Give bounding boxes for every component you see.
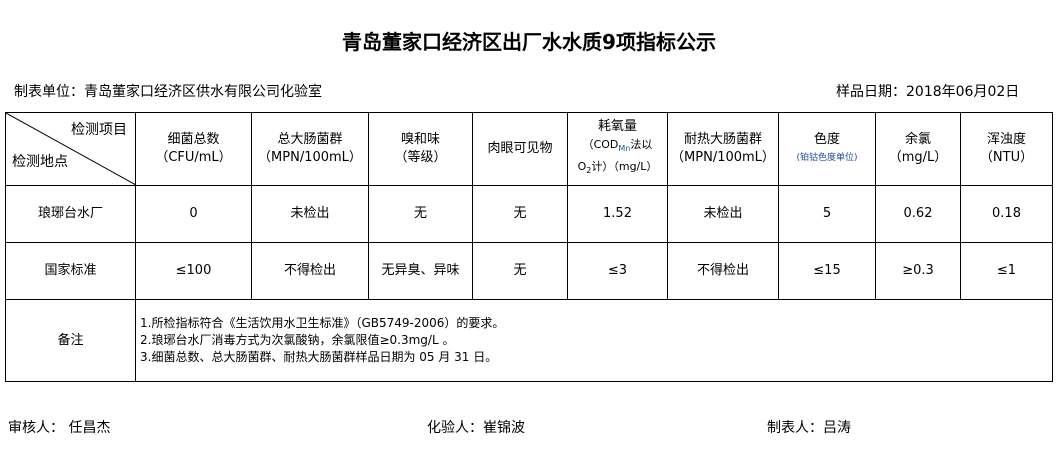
cell: ≤15 (778, 242, 876, 300)
cell: 无 (472, 242, 568, 300)
header-cell: 耗氧量 （CODMn法以 O2计）（mg/L） (567, 112, 668, 186)
cell: ≤1 (960, 242, 1053, 300)
cell: 1.52 (567, 185, 668, 243)
header-cell: 余氯 （mg/L） (875, 112, 961, 186)
corner-cell: 检测项目 检测地点 (5, 112, 136, 186)
note-line: 2.琅琊台水厂消毒方式为次氯酸钠，余氯限值≥0.3mg/L 。 (140, 333, 455, 347)
notes-row: 备注 1.所检指标符合《生活饮用水卫生标准》（GB5749-2006）的要求。 … (5, 299, 1053, 382)
page-title: 青岛董家口经济区出厂水水质9项指标公示 (342, 30, 716, 54)
note-line: 3.细菌总数、总大肠菌群、耐热大肠菌群样品日期为 05 月 31 日。 (140, 350, 498, 364)
notes-content: 1.所检指标符合《生活饮用水卫生标准》（GB5749-2006）的要求。 2.琅… (135, 299, 1053, 382)
table-row: 国家标准 ≤100 不得检出 无异臭、异味 无 ≤3 不得检出 ≤15 ≥0.3… (5, 242, 1053, 300)
cell: 无 (368, 185, 473, 243)
cell: ≤100 (135, 242, 252, 300)
header-cell: 总大肠菌群 （MPN/100mL） (251, 112, 369, 186)
cell: ≥0.3 (875, 242, 961, 300)
header-cell: 细菌总数 （CFU/mL） (135, 112, 252, 186)
corner-bottom: 检测地点 (12, 154, 68, 170)
cell: 无 (472, 185, 568, 243)
header-cell: 浑浊度 （NTU） (960, 112, 1053, 186)
corner-top: 检测项目 (71, 122, 127, 138)
issuing-unit: 制表单位：青岛董家口经济区供水有限公司化验室 (14, 84, 322, 100)
cell: 0.18 (960, 185, 1053, 243)
header-cell: 耐热大肠菌群 （MPN/100mL） (667, 112, 779, 186)
header-cell: 色度 (铂钴色度单位) (778, 112, 876, 186)
cell: 0 (135, 185, 252, 243)
header-row: 检测项目 检测地点 细菌总数 （CFU/mL） 总大肠菌群 （MPN/100mL） … (5, 112, 1053, 186)
sample-date: 样品日期：2018年06月02日 (836, 84, 1020, 100)
cell: 5 (778, 185, 876, 243)
cell: 不得检出 (251, 242, 369, 300)
tester: 化验人：崔锦波 (427, 420, 525, 436)
header-cell: 肉眼可见物 (472, 112, 568, 186)
cell: 不得检出 (667, 242, 779, 300)
table-row: 琅琊台水厂 0 未检出 无 无 1.52 未检出 5 0.62 0.18 (5, 185, 1053, 243)
row-label: 琅琊台水厂 (5, 185, 136, 243)
cell: ≤3 (567, 242, 668, 300)
note-line: 1.所检指标符合《生活饮用水卫生标准》（GB5749-2006）的要求。 (140, 316, 505, 330)
reviewer: 审核人： 任昌杰 (8, 420, 111, 436)
row-label: 国家标准 (5, 242, 136, 300)
cell: 未检出 (251, 185, 369, 243)
notes-label: 备注 (5, 299, 136, 382)
diagonal-line (6, 113, 136, 185)
header-cell: 嗅和味 （等级） (368, 112, 473, 186)
cell: 无异臭、异味 (368, 242, 473, 300)
table-maker: 制表人：吕涛 (767, 420, 851, 436)
cell: 未检出 (667, 185, 779, 243)
cell: 0.62 (875, 185, 961, 243)
water-quality-table: 检测项目 检测地点 细菌总数 （CFU/mL） 总大肠菌群 （MPN/100mL） … (5, 112, 1053, 382)
